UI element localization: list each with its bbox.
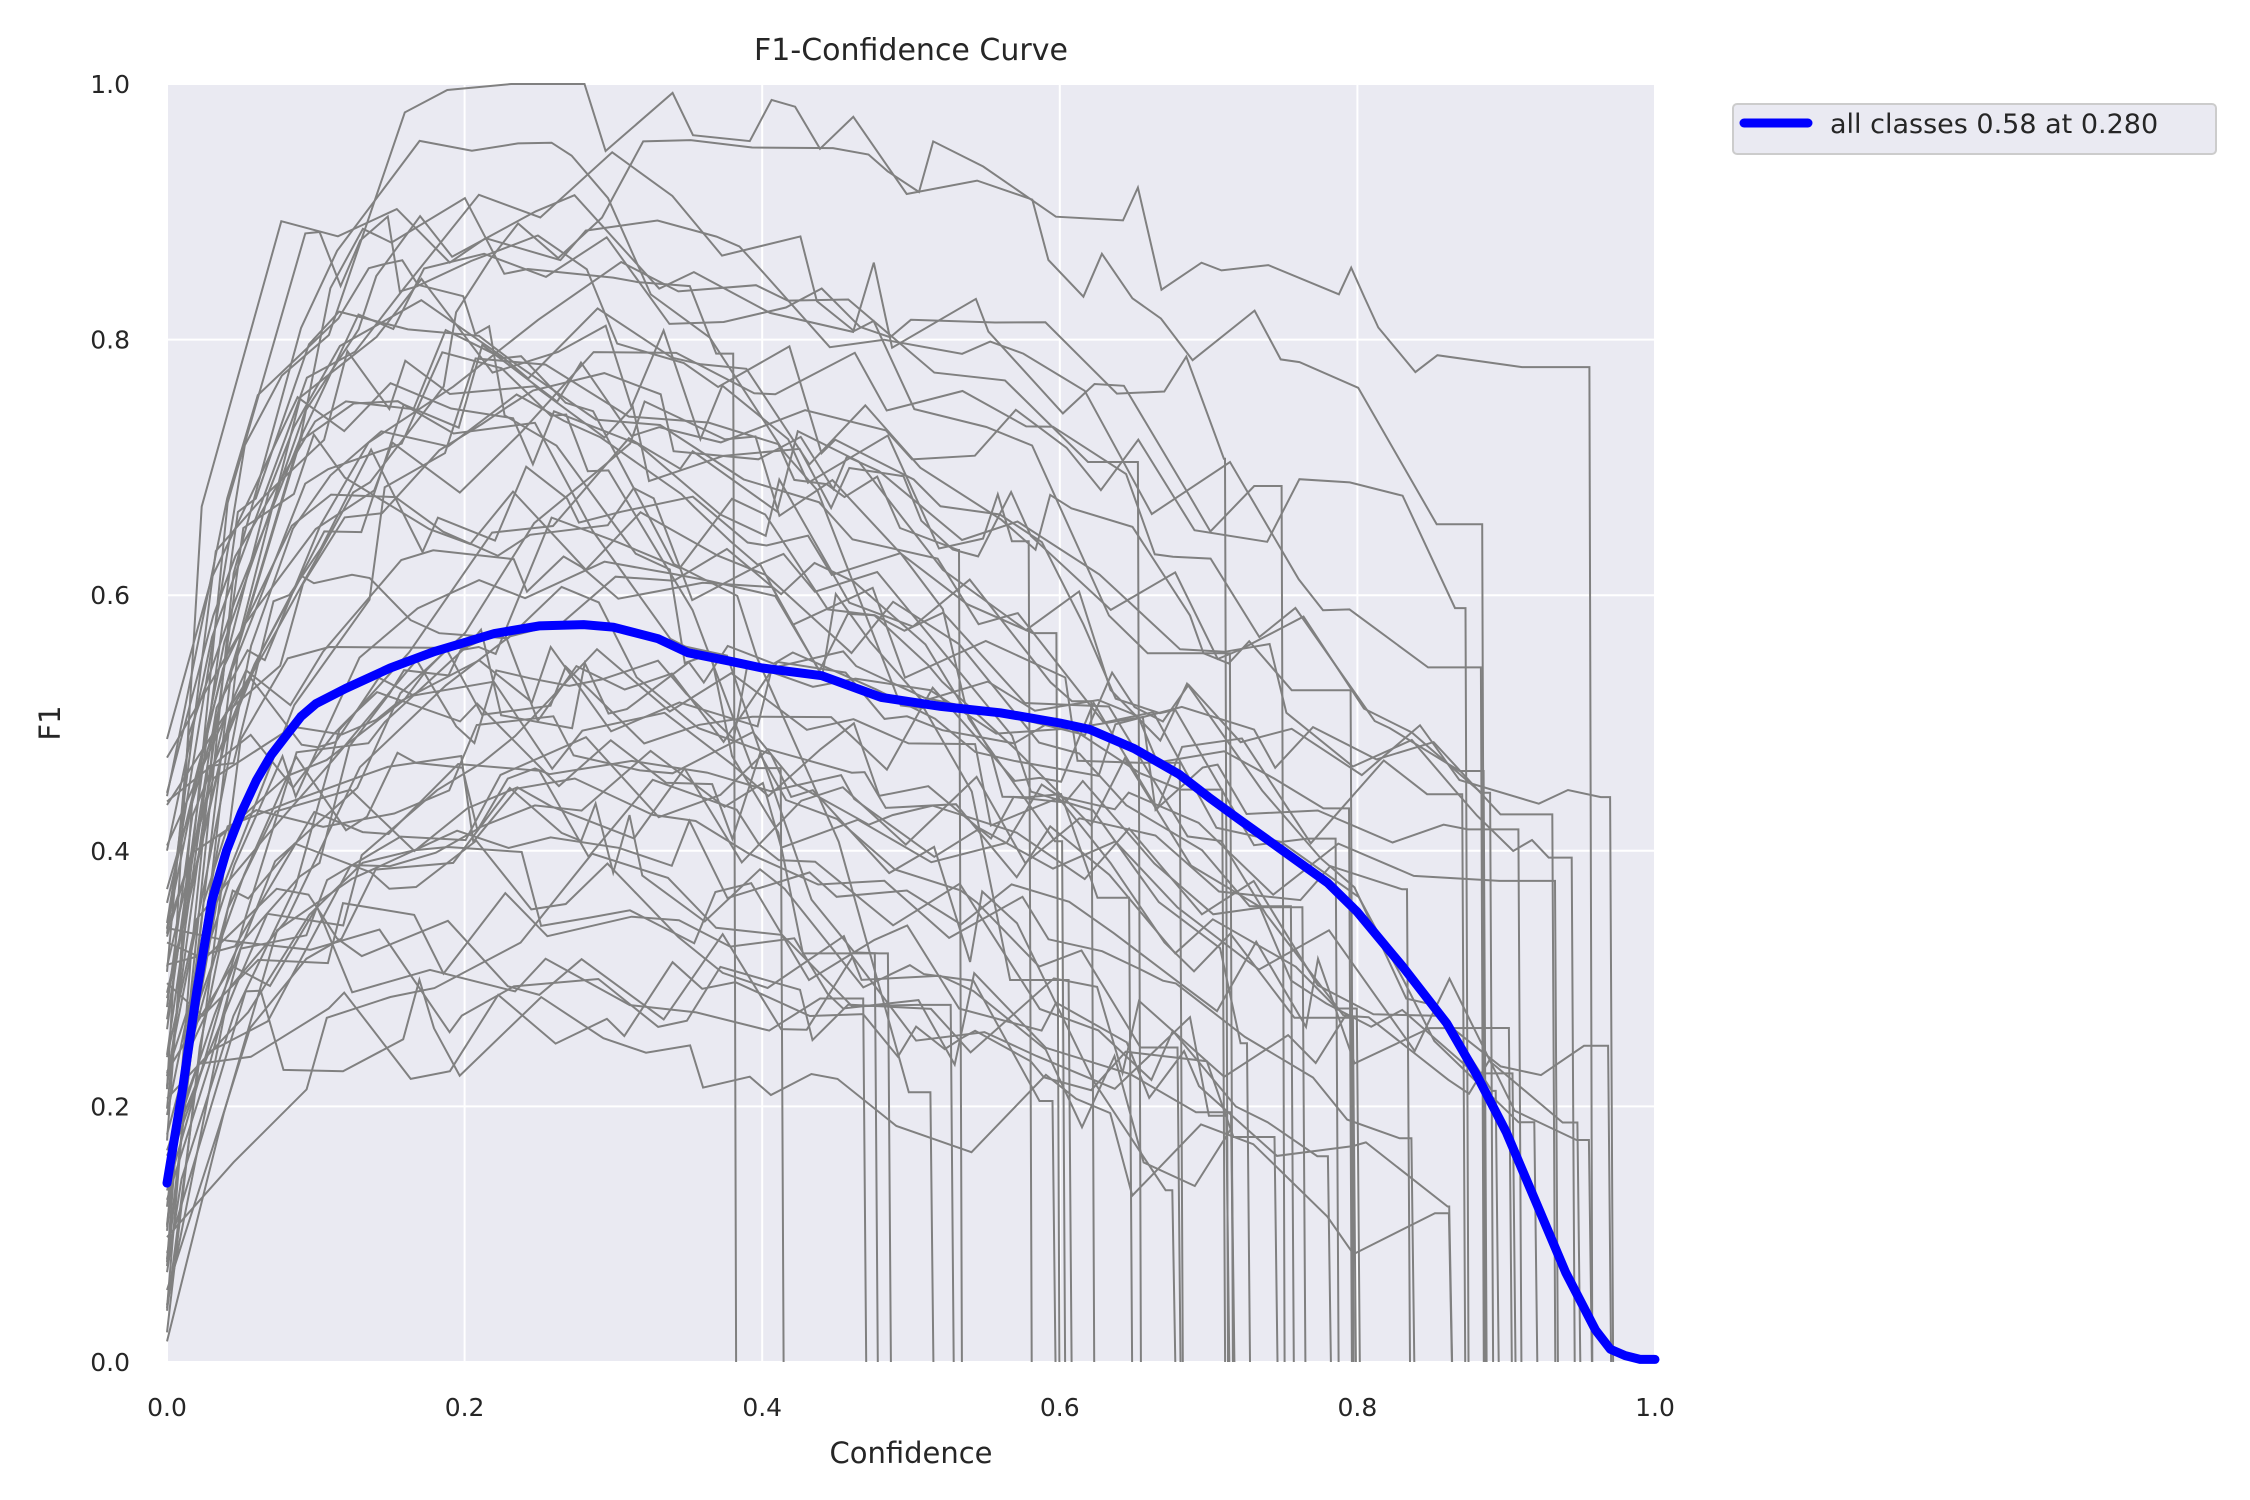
per-class-curves xyxy=(166,83,1615,1363)
per-class-curve xyxy=(166,759,1593,1363)
per-class-curve xyxy=(166,447,1061,1363)
per-class-curve xyxy=(166,839,1236,1363)
x-tick-label: 0.6 xyxy=(1040,1393,1080,1422)
y-tick-label: 0.0 xyxy=(90,1348,130,1377)
per-class-curve xyxy=(166,715,1613,1363)
per-class-curve xyxy=(166,194,1286,1363)
per-class-curve xyxy=(166,658,1523,1363)
x-tick-label: 1.0 xyxy=(1635,1393,1675,1422)
per-class-curve xyxy=(166,960,1279,1363)
legend-box xyxy=(1732,103,2217,155)
per-class-curve xyxy=(166,277,1033,1363)
all-classes-curve-layer xyxy=(162,620,1660,1364)
per-class-curve xyxy=(166,573,1177,1363)
per-class-curve xyxy=(166,547,1134,1363)
per-class-curve xyxy=(166,393,1251,1363)
per-class-curve xyxy=(166,83,1487,1363)
per-class-curve xyxy=(166,927,1582,1363)
per-class-curve xyxy=(166,749,1559,1363)
x-tick-label: 0.2 xyxy=(445,1393,485,1422)
y-tick-label: 0.6 xyxy=(90,581,130,610)
per-class-curve xyxy=(166,762,1332,1363)
x-axis-label: Confidence xyxy=(829,1436,992,1470)
x-tick-label: 0.8 xyxy=(1338,1393,1378,1422)
y-tick-label: 0.2 xyxy=(90,1092,130,1121)
plot-area xyxy=(167,84,1655,1362)
per-class-curve xyxy=(166,560,1517,1363)
per-class-curve xyxy=(166,976,1453,1363)
per-class-curve xyxy=(166,235,1229,1363)
y-tick-labels: 0.0 0.2 0.4 0.6 0.8 1.0 xyxy=(90,70,130,1377)
x-tick-label: 0.4 xyxy=(742,1393,782,1422)
per-class-curve xyxy=(166,207,1485,1363)
all-classes-curve xyxy=(162,620,1660,1364)
legend-label: all classes 0.58 at 0.280 xyxy=(1830,109,2158,140)
per-class-curve xyxy=(166,754,1416,1363)
y-tick-label: 0.4 xyxy=(90,837,130,866)
y-tick-label: 1.0 xyxy=(90,70,130,99)
y-axis-label: F1 xyxy=(33,705,67,740)
per-class-curve xyxy=(166,735,1361,1363)
per-class-curve xyxy=(166,139,1594,1363)
per-class-curve xyxy=(166,139,1073,1363)
per-class-curve xyxy=(166,348,1495,1363)
per-class-curve xyxy=(166,372,1576,1363)
per-class-curve xyxy=(166,432,1295,1363)
per-class-curve xyxy=(166,904,868,1363)
per-class-curve xyxy=(166,260,1142,1363)
per-class-curve xyxy=(166,299,1355,1363)
per-class-curve xyxy=(166,674,1307,1363)
per-class-curve xyxy=(166,486,1184,1363)
x-tick-label: 0.0 xyxy=(147,1393,187,1422)
per-class-curve xyxy=(166,196,738,1363)
per-class-curve xyxy=(166,343,1470,1363)
chart-title: F1-Confidence Curve xyxy=(754,33,1068,68)
per-class-curve xyxy=(166,351,785,1363)
per-class-curve xyxy=(166,259,879,1363)
per-class-curve xyxy=(166,845,1454,1363)
per-class-curve xyxy=(166,151,1234,1363)
per-class-curve xyxy=(166,310,1539,1363)
per-class-curve xyxy=(166,629,1227,1363)
per-class-curve xyxy=(166,647,1357,1363)
per-class-curve xyxy=(166,328,935,1363)
legend: all classes 0.58 at 0.280 xyxy=(1732,103,2217,155)
per-class-curve xyxy=(166,766,1411,1363)
y-tick-label: 0.8 xyxy=(90,326,130,355)
x-tick-labels: 0.0 0.2 0.4 0.6 0.8 1.0 xyxy=(147,1393,1675,1422)
per-class-curve xyxy=(166,818,1513,1363)
